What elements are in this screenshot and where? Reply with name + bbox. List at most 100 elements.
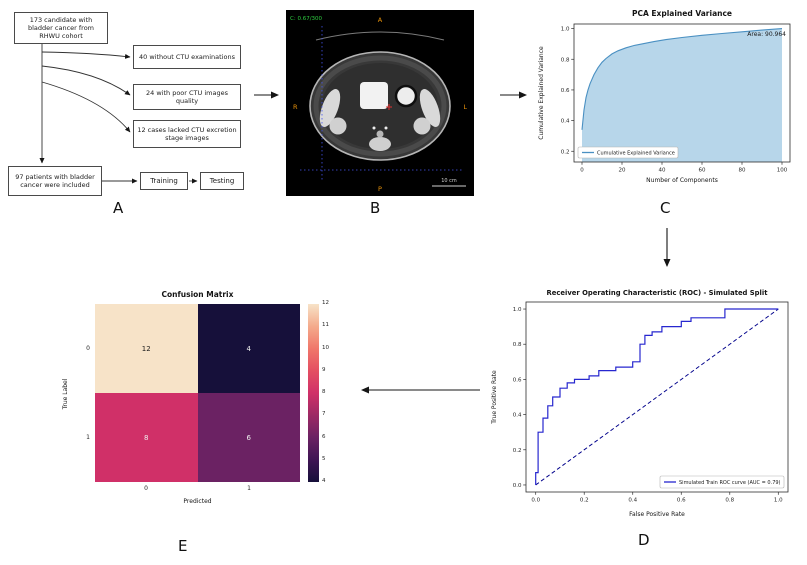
confusion-ytick-1: 1 bbox=[86, 434, 90, 441]
pca-x-axis: 0 20 40 60 80 100 bbox=[580, 162, 788, 174]
roc-curve bbox=[535, 308, 779, 485]
roc-chart-panel: 0.0 0.2 0.4 0.6 0.8 1.0 0.0 0.2 0.4 0.6 0.8 1.0 Rece… bbox=[486, 286, 796, 534]
pca-chart-panel: 0 20 40 60 80 100 0.2 0.4 0.6 0.8 1.0 PCA Explained… bbox=[532, 4, 800, 204]
colorbar-tick-6: 6 bbox=[322, 433, 326, 440]
confusion-cell-1-0: 8 bbox=[95, 393, 198, 482]
svg-text:60: 60 bbox=[699, 168, 706, 174]
ct-fat-ring bbox=[313, 55, 447, 157]
svg-text:0.0: 0.0 bbox=[531, 498, 540, 504]
ct-sacrum bbox=[369, 137, 391, 151]
confusion-cell-1-1: 6 bbox=[197, 393, 300, 482]
svg-text:0.6: 0.6 bbox=[513, 377, 522, 383]
confusion-xtick-0: 0 bbox=[144, 485, 148, 492]
pca-area-fill bbox=[582, 28, 782, 162]
flow-box-included: 97 patients with bladder cancer were inc… bbox=[8, 166, 102, 196]
panel-label-b: B bbox=[370, 199, 381, 217]
roc-ylabel: True Positive Rate bbox=[491, 370, 498, 425]
pca-curve bbox=[581, 28, 783, 130]
svg-text:0: 0 bbox=[580, 168, 584, 174]
ct-marker-posterior: P bbox=[378, 185, 382, 193]
panel-label-d: D bbox=[638, 531, 650, 549]
svg-text:1.0: 1.0 bbox=[513, 307, 522, 313]
confusion-cell-0-0: 12 bbox=[95, 304, 198, 393]
svg-text:0.6: 0.6 bbox=[561, 88, 570, 94]
colorbar-tick-8: 8 bbox=[322, 389, 326, 395]
svg-text:40: 40 bbox=[659, 168, 666, 174]
svg-text:0.4: 0.4 bbox=[513, 413, 522, 419]
confusion-xtick-1: 1 bbox=[247, 485, 251, 492]
ct-right-bladder-lobe bbox=[394, 84, 418, 108]
ct-coccyx bbox=[376, 130, 384, 138]
roc-y-axis: 0.0 0.2 0.4 0.6 0.8 1.0 bbox=[513, 307, 526, 489]
ct-right-ilium bbox=[419, 89, 441, 127]
flow-arrow-exclusion-1 bbox=[41, 51, 131, 59]
ct-scale-label: 10 cm bbox=[441, 178, 457, 184]
panel-label-a: A bbox=[113, 199, 124, 217]
ct-bladder-contrast bbox=[360, 82, 388, 109]
ct-left-ilium bbox=[319, 89, 341, 127]
ct-right-ureter bbox=[384, 126, 388, 130]
pca-area-annotation: Area: 90.964 bbox=[747, 31, 786, 38]
ct-left-ureter bbox=[372, 126, 376, 130]
roc-legend bbox=[659, 475, 785, 489]
svg-text:0.2: 0.2 bbox=[513, 448, 522, 454]
flow-box-exclusion-2: 24 with poor CTU images quality bbox=[133, 84, 241, 110]
colorbar-tick-7: 7 bbox=[322, 411, 326, 418]
confusion-cell-0-1: 4 bbox=[197, 304, 300, 393]
confusion-matrix-panel: Confusion Matrix 12 4 8 6 0 1 0 1 True Labe… bbox=[50, 288, 360, 528]
ct-marker-right: R bbox=[293, 103, 298, 111]
pca-xlabel: Number of Components bbox=[646, 177, 718, 184]
svg-text:0.8: 0.8 bbox=[561, 57, 570, 63]
roc-xlabel: False Positive Rate bbox=[629, 511, 685, 518]
svg-text:0.4: 0.4 bbox=[628, 498, 637, 504]
confusion-colorbar-ticks: 4 5 6 7 8 9 10 11 12 bbox=[322, 300, 340, 484]
confusion-ylabel: True Label bbox=[62, 378, 69, 410]
ct-image: C: 0.67/300 A R L P 10 cm bbox=[290, 16, 467, 193]
svg-text:0.6: 0.6 bbox=[677, 498, 686, 504]
confusion-ytick-0: 0 bbox=[86, 345, 90, 352]
svg-text:0.0: 0.0 bbox=[513, 483, 522, 489]
roc-x-axis: 0.0 0.2 0.4 0.6 0.8 1.0 bbox=[531, 492, 783, 504]
ct-window-level-text: C: 0.67/300 bbox=[290, 16, 323, 22]
ct-lesion-marker bbox=[386, 104, 392, 110]
roc-frame bbox=[525, 301, 789, 493]
flow-box-exclusion-1: 40 without CTU examinations bbox=[133, 45, 241, 69]
svg-text:0.2: 0.2 bbox=[561, 149, 570, 155]
pca-legend-label: Cumulative Explained Variance bbox=[597, 150, 675, 156]
svg-text:0.4: 0.4 bbox=[561, 119, 570, 125]
ct-marker-anterior: A bbox=[378, 16, 383, 24]
svg-text:1.0: 1.0 bbox=[561, 27, 570, 33]
flow-box-testing: Testing bbox=[200, 172, 244, 190]
roc-title: Receiver Operating Characteristic (ROC) … bbox=[547, 289, 769, 297]
ct-left-femoral-head bbox=[329, 117, 347, 135]
pca-frame bbox=[573, 23, 791, 163]
confusion-title: Confusion Matrix bbox=[161, 290, 234, 299]
pca-chart: 0 20 40 60 80 100 0.2 0.4 0.6 0.8 1.0 PCA Explained… bbox=[538, 9, 791, 184]
colorbar-tick-4: 4 bbox=[322, 478, 326, 484]
flow-arrow-exclusion-2 bbox=[41, 65, 131, 96]
colorbar-tick-11: 11 bbox=[322, 322, 329, 329]
ct-right-femoral-head bbox=[413, 117, 431, 135]
ct-skin-arc bbox=[315, 31, 445, 41]
svg-text:20: 20 bbox=[619, 168, 626, 174]
colorbar-tick-10: 10 bbox=[322, 344, 329, 351]
confusion-colorbar bbox=[308, 304, 319, 482]
roc-chance-line bbox=[535, 308, 779, 486]
roc-chart: 0.0 0.2 0.4 0.6 0.8 1.0 0.0 0.2 0.4 0.6 0.8 1.0 Rece… bbox=[491, 289, 789, 518]
svg-text:0.2: 0.2 bbox=[580, 498, 589, 504]
confusion-xlabel: Predicted bbox=[183, 498, 212, 505]
colorbar-tick-5: 5 bbox=[322, 455, 326, 462]
flow-box-exclusion-3: 12 cases lacked CTU excretion stage imag… bbox=[133, 120, 241, 148]
pca-title: PCA Explained Variance bbox=[632, 9, 732, 18]
pca-ylabel: Cumulative Explained Variance bbox=[538, 46, 545, 140]
panel-label-c: C bbox=[660, 199, 671, 217]
svg-text:0.8: 0.8 bbox=[513, 342, 522, 348]
panel-label-e: E bbox=[178, 537, 188, 555]
ct-marker-left: L bbox=[463, 103, 467, 111]
pca-legend bbox=[577, 146, 679, 159]
roc-legend-label: Simulated Train ROC curve (AUC = 0.79) bbox=[679, 480, 781, 486]
colorbar-tick-9: 9 bbox=[322, 366, 326, 373]
svg-text:0.8: 0.8 bbox=[725, 498, 734, 504]
colorbar-tick-12: 12 bbox=[322, 300, 329, 306]
